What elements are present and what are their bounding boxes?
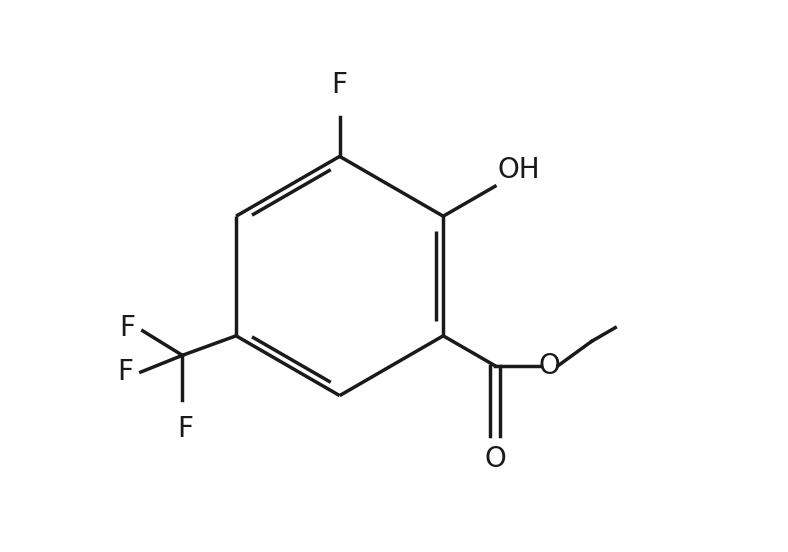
Text: F: F [120,314,136,342]
Text: O: O [538,352,560,380]
Text: OH: OH [498,156,541,184]
Text: F: F [177,415,193,443]
Text: O: O [484,445,506,473]
Text: F: F [117,358,134,386]
Text: F: F [332,71,348,99]
